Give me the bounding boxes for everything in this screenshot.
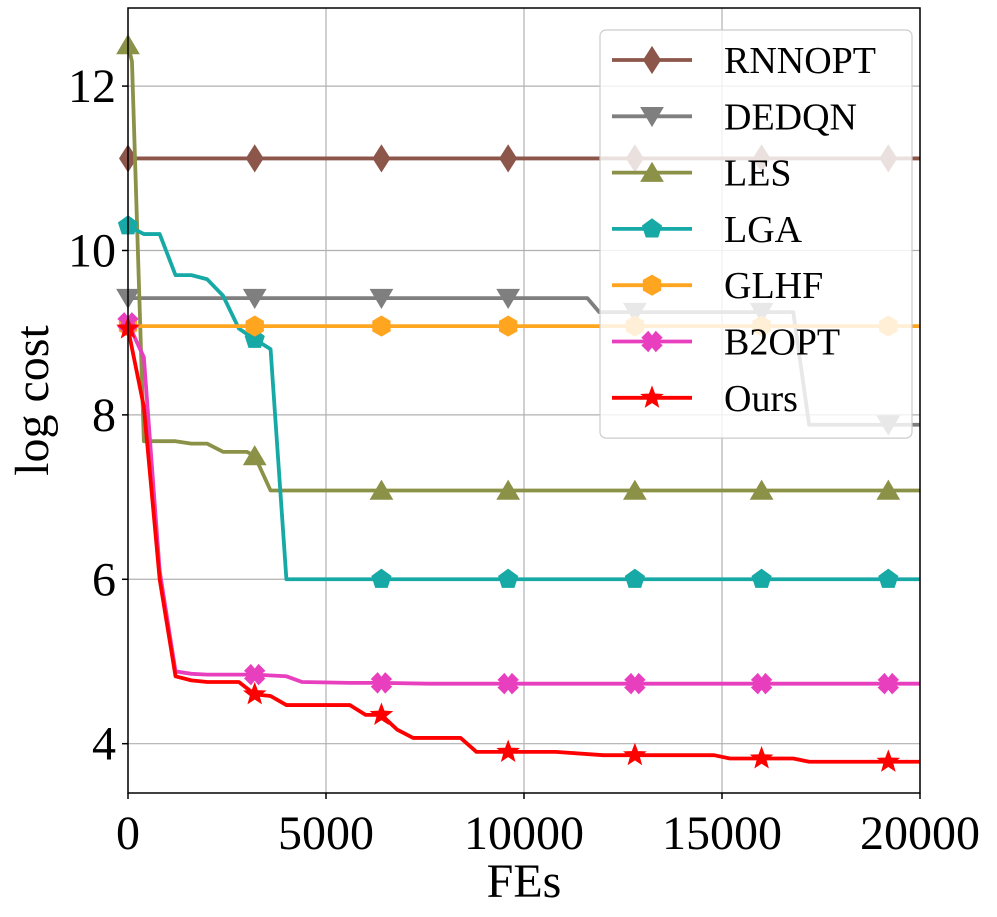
marker-lga [751,568,772,588]
legend-entry-les: LES [612,153,792,195]
series-line-lga [127,224,920,582]
legend-box [599,29,913,439]
series-line-les [126,44,920,493]
marker-b2opt [497,672,519,695]
legend-label: Ours [724,378,798,420]
marker-b2opt [877,672,900,695]
marker-les [749,479,774,500]
marker-b2opt [370,672,393,694]
marker-b2opt [243,663,266,686]
legend-entry-ours: Ours [612,378,798,420]
y-tick-label: 4 [92,718,116,771]
x-tick-label: 10000 [464,807,584,860]
marker-glhf [499,315,518,337]
marker-lga [371,568,392,588]
legend-swatch-marker [640,385,664,408]
legend-entry-lga: LGA [612,209,803,251]
marker-rnnopt [245,144,264,173]
marker-ours [876,749,901,772]
marker-ours [369,702,394,725]
marker-b2opt [624,672,646,695]
legend-swatch-marker [642,274,662,296]
x-tick-label: 15000 [662,807,782,860]
legend-entry-b2opt: B2OPT [612,322,840,364]
legend-entry-rnnopt: RNNOPT [612,40,876,82]
marker-lga [498,568,519,588]
marker-glhf [245,315,264,337]
axis-ticks: 0 5000 10000 15000 20000 4 6 8 10 12 [68,60,980,860]
legend-label: B2OPT [724,322,840,364]
marker-ours [623,742,647,766]
legend-swatch-marker [641,218,663,238]
y-tick-label: 6 [92,553,116,606]
marker-rnnopt [499,144,518,173]
legend-label: LES [724,153,792,195]
y-tick-label: 12 [68,60,116,113]
x-tick-label: 0 [116,807,140,860]
marker-b2opt [750,672,773,695]
marker-dedqn [496,288,521,310]
legend-swatch-marker [643,45,661,75]
x-tick-label: 20000 [860,807,980,860]
marker-les [242,445,267,466]
marker-ours [496,739,520,762]
marker-les [496,479,521,500]
marker-ours [749,746,774,769]
marker-les [369,479,394,500]
marker-lga [624,568,645,588]
marker-les [876,479,901,500]
marker-dedqn [369,288,394,310]
series-lga [117,215,920,588]
legend-swatch-marker [640,161,664,182]
legend-label: GLHF [724,265,823,307]
legend-swatch-marker [640,107,664,128]
x-tick-label: 5000 [278,807,374,860]
legend-label: RNNOPT [724,40,876,82]
marker-rnnopt [372,144,391,173]
marker-ours [242,681,267,705]
y-tick-label: 8 [92,389,116,442]
marker-dedqn [242,288,267,310]
marker-glhf [372,315,391,337]
marker-lga [878,568,899,588]
legend-label: LGA [724,209,803,251]
legend-label: DEDQN [724,96,857,138]
legend: RNNOPT DEDQN LES LGA GLHF B2OPT Ours [599,29,913,439]
legend-swatch-marker [641,330,663,353]
legend-entry-glhf: GLHF [612,265,823,307]
legend-entry-dedqn: DEDQN [612,96,857,138]
y-axis-label: log cost [6,325,59,476]
y-tick-label: 10 [68,224,116,277]
marker-les [623,479,647,500]
x-axis-label: FEs [487,855,562,908]
